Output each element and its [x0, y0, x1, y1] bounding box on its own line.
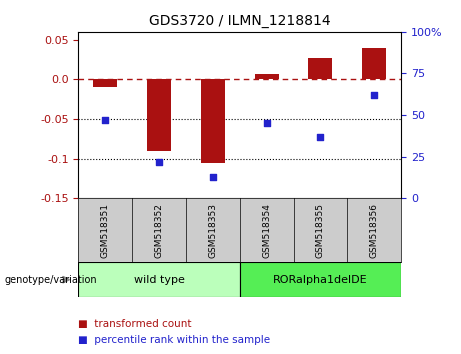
Point — [155, 159, 163, 165]
Text: GSM518355: GSM518355 — [316, 203, 325, 258]
Bar — [254, 74, 279, 79]
Text: RORalpha1delDE: RORalpha1delDE — [273, 275, 368, 285]
Bar — [78, 262, 240, 297]
Text: GSM518354: GSM518354 — [262, 203, 271, 258]
Text: wild type: wild type — [134, 275, 184, 285]
Point — [263, 120, 270, 126]
Bar — [240, 262, 401, 297]
Bar — [362, 48, 386, 79]
Text: ■  percentile rank within the sample: ■ percentile rank within the sample — [78, 335, 271, 345]
Point — [101, 117, 109, 123]
Point — [371, 92, 378, 98]
Text: GSM518356: GSM518356 — [370, 203, 378, 258]
Text: GSM518351: GSM518351 — [101, 203, 110, 258]
Point — [209, 174, 217, 179]
Text: GSM518353: GSM518353 — [208, 203, 217, 258]
Bar — [147, 79, 171, 151]
Title: GDS3720 / ILMN_1218814: GDS3720 / ILMN_1218814 — [149, 14, 331, 28]
Text: genotype/variation: genotype/variation — [5, 275, 97, 285]
Bar — [93, 79, 118, 87]
Bar — [308, 58, 332, 79]
Point — [317, 134, 324, 139]
Text: ■  transformed count: ■ transformed count — [78, 319, 192, 329]
Text: GSM518352: GSM518352 — [154, 203, 164, 258]
Bar — [201, 79, 225, 162]
